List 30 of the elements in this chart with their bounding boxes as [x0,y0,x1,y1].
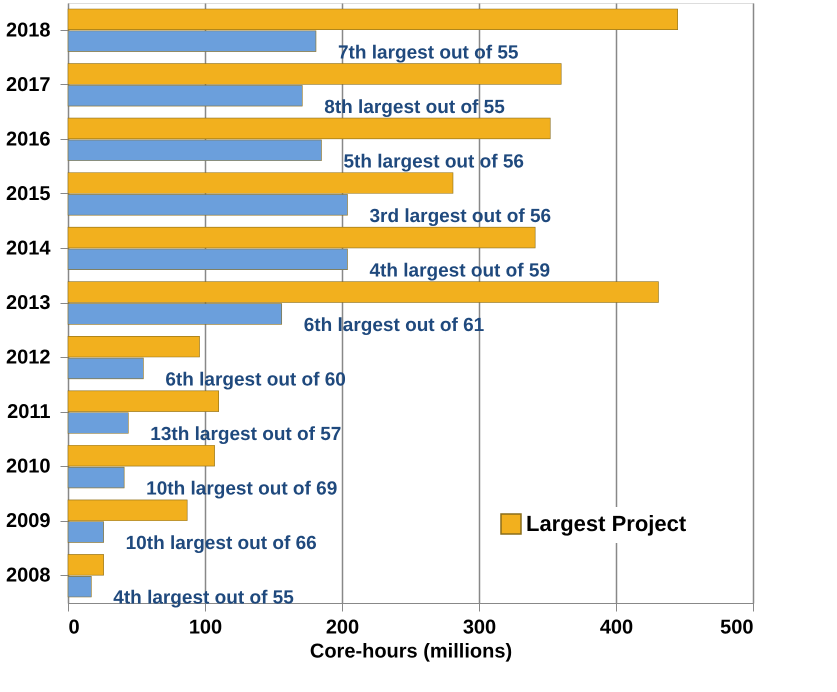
y-tick-label: 2011 [7,401,50,424]
x-tick-label: 300 [462,616,496,638]
y-tick-label: 2010 [6,456,50,478]
x-tick-label: 0 [68,616,80,638]
y-tick-label: 2018 [6,19,50,42]
annotation: 4th largest out of 55 [113,588,294,609]
y-tick-label: 2013 [6,292,50,314]
y-tick-label: 2017 [6,74,50,96]
y-tick-label: 2015 [6,182,50,205]
y-tick-label: 2008 [6,564,50,587]
y-tick-label: 2012 [6,346,50,369]
x-axis-title: Core-hours (millions) [310,640,512,662]
y-tick-label: 2014 [6,237,52,260]
x-tick-label: 200 [326,616,360,638]
y-tick-label: 2016 [6,128,50,150]
y-tick-label: 2009 [6,510,50,532]
annotation: 5th largest out of 56 [343,151,524,172]
annotation: 8th largest out of 55 [324,96,506,118]
x-tick-label: 500 [720,616,754,638]
legend-label: Largest Project [526,511,687,536]
annotation: 4th largest out of 59 [369,260,550,282]
annotation: 10th largest out of 66 [126,533,317,554]
x-tick-label: 400 [600,616,634,638]
annotation: 6th largest out of 61 [304,315,485,336]
x-tick-label: 100 [188,616,222,638]
annotation: 13th largest out of 57 [150,424,342,446]
annotation: 3rd largest out of 56 [369,206,552,227]
annotation: 7th largest out of 55 [338,42,519,64]
annotation: 6th largest out of 60 [165,370,346,391]
annotation: 10th largest out of 69 [146,478,338,500]
